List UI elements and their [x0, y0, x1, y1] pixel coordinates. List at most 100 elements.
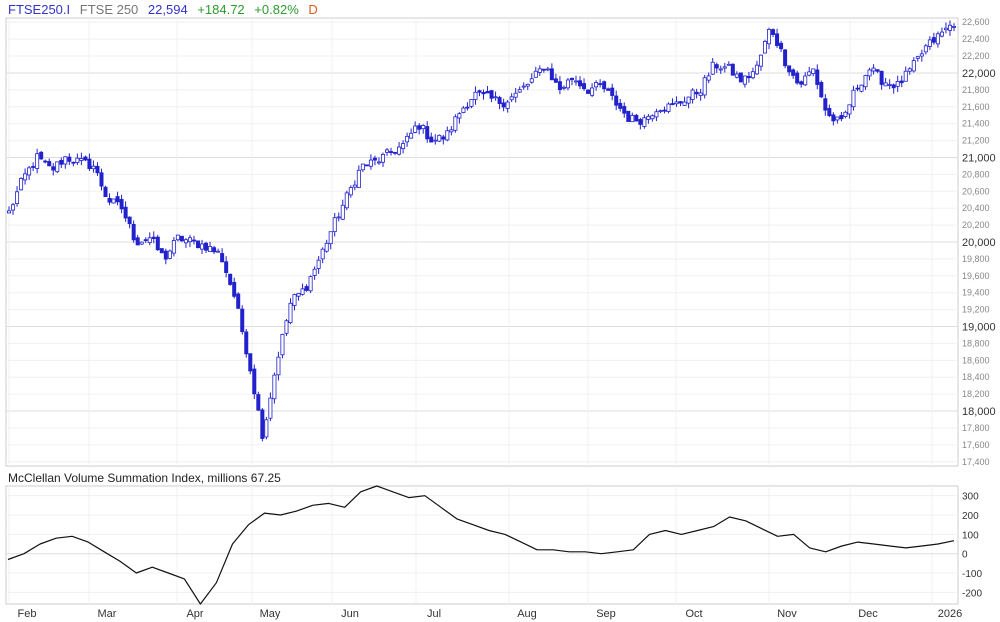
candle-body: [284, 320, 289, 334]
candle-body: [718, 68, 723, 71]
candle-body: [783, 49, 788, 67]
ticker-symbol[interactable]: FTSE250.I: [8, 2, 71, 17]
candle-body: [646, 115, 651, 120]
candle-body: [911, 60, 916, 72]
indicator-series: [7, 485, 955, 605]
candle-body: [151, 236, 156, 239]
candle-body: [23, 173, 28, 181]
candle-body: [437, 134, 442, 142]
candle-body: [935, 33, 940, 45]
candlestick-series: [7, 20, 957, 442]
price-tick-label-minor: 20,800: [962, 169, 990, 179]
time-tick-label: 2026: [938, 608, 962, 620]
candle-body: [867, 69, 872, 77]
candle-body: [521, 85, 526, 88]
candle-body: [630, 115, 635, 123]
candle-body: [815, 69, 820, 85]
candle-body: [799, 81, 804, 85]
candle-body: [111, 198, 116, 204]
candle-body: [509, 96, 514, 101]
candle-body: [742, 75, 747, 85]
candle-body: [545, 68, 550, 71]
candle-body: [590, 87, 595, 96]
last-price: 22,594: [147, 2, 188, 17]
time-tick-label: Apr: [186, 608, 203, 620]
candle-body: [135, 237, 140, 246]
candle-body: [417, 125, 422, 130]
candle-body: [35, 153, 40, 169]
candle-body: [389, 151, 394, 153]
candle-body: [115, 196, 120, 203]
candle-body: [405, 135, 410, 143]
price-tick-label-minor: 18,400: [962, 372, 990, 382]
indicator-tick-label: 100: [962, 530, 979, 541]
price-tick-label-minor: 17,600: [962, 440, 990, 450]
candle-body: [489, 90, 494, 99]
price-tick-label-minor: 19,200: [962, 305, 990, 315]
candle-body: [67, 156, 72, 162]
candle-body: [501, 102, 506, 108]
candle-body: [891, 84, 896, 89]
price-tick-label-minor: 22,200: [962, 51, 990, 61]
candle-body: [413, 125, 418, 133]
candle-body: [517, 89, 522, 93]
price-tick-label-minor: 19,800: [962, 254, 990, 264]
candle-body: [706, 75, 711, 81]
time-tick-label: Nov: [777, 608, 797, 620]
price-tick-label-minor: 19,600: [962, 271, 990, 281]
indicator-tick-label: 200: [962, 511, 979, 522]
candle-body: [513, 92, 518, 98]
candle-body: [244, 331, 249, 355]
price-tick-label-minor: 18,600: [962, 355, 990, 365]
candle-body: [220, 253, 225, 263]
candle-body: [702, 77, 707, 96]
candle-body: [722, 66, 727, 69]
candle-body: [895, 81, 900, 87]
period-indicator[interactable]: D: [308, 2, 318, 17]
price-tick-label: 19,000: [962, 322, 996, 334]
candle-body: [131, 223, 136, 241]
candle-body: [461, 107, 466, 113]
candle-body: [252, 368, 257, 395]
candle-body: [328, 231, 333, 245]
candle-body: [457, 113, 462, 119]
candle-body: [586, 89, 591, 94]
candle-body: [393, 151, 398, 154]
candle-body: [453, 116, 458, 131]
candle-body: [83, 156, 88, 161]
candle-body: [738, 72, 743, 83]
candle-body: [618, 102, 623, 109]
candle-body: [807, 71, 812, 76]
candle-body: [750, 71, 755, 79]
candle-body: [758, 54, 763, 67]
time-tick-label: Aug: [517, 608, 537, 620]
candle-body: [529, 78, 534, 83]
price-tick-label-minor: 22,600: [962, 17, 990, 27]
candle-body: [31, 166, 36, 168]
candle-body: [296, 292, 301, 297]
candle-body: [348, 187, 353, 196]
candle-body: [332, 217, 337, 233]
candle-body: [493, 96, 498, 99]
price-tick-label-minor: 17,800: [962, 423, 990, 433]
candle-body: [171, 240, 176, 254]
candle-body: [7, 210, 12, 214]
time-tick-label: Jul: [427, 608, 441, 620]
candle-body: [95, 165, 100, 174]
candle-body: [272, 374, 277, 400]
candle-body: [304, 286, 309, 291]
candle-body: [47, 161, 52, 167]
candle-body: [694, 91, 699, 95]
price-tick-label: 18,000: [962, 406, 996, 418]
candle-body: [344, 192, 349, 209]
indicator-tick-label: 300: [962, 492, 979, 503]
candle-body: [316, 259, 321, 269]
candle-body: [662, 109, 667, 112]
candle-body: [43, 160, 48, 163]
candle-body: [553, 78, 558, 83]
price-tick-label: 22,000: [962, 68, 996, 80]
candle-body: [441, 136, 446, 140]
candle-body: [236, 293, 241, 309]
candle-body: [167, 250, 172, 259]
candle-body: [859, 84, 864, 92]
